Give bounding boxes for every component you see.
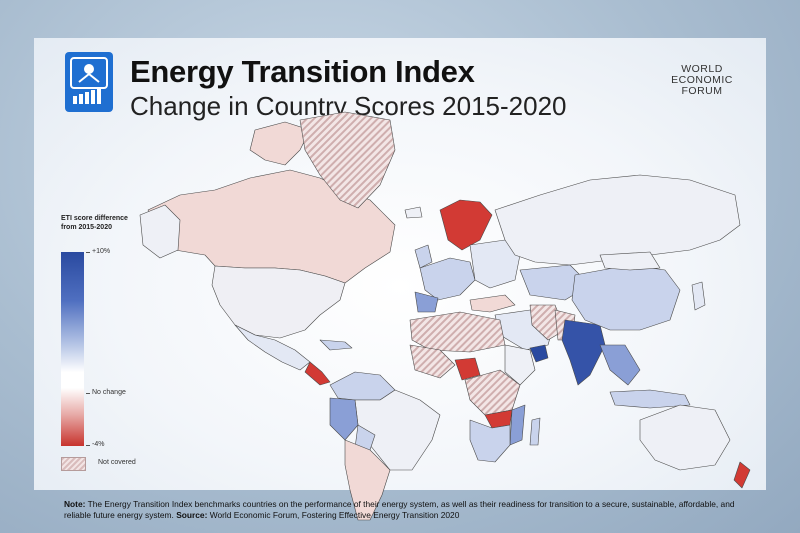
australia-region [639,404,731,471]
wef-logo: WORLD ECONOMIC FORUM [662,64,742,97]
scandinavia-region [439,199,493,251]
north-africa-region [409,311,506,353]
canada-region [147,169,396,284]
uk-region [414,244,433,269]
arctic-islands-region [249,121,311,166]
mongolia-region [599,251,661,271]
usa-region [211,265,346,339]
note-label: Note: [64,499,86,509]
wef-logo-line: ECONOMIC [671,74,733,86]
not-covered-swatch [61,457,86,471]
west-africa-region [409,344,456,379]
legend-tick [86,445,90,446]
legend-mid-label: No change [92,389,126,396]
energy-index-icon [65,52,113,112]
source-text: World Economic Forum, Fostering Effectiv… [209,510,460,520]
turkey-region [469,294,516,313]
legend-min-label: -4% [92,441,105,448]
iceland-region [404,206,423,219]
central-america-region [304,361,331,386]
venezuela-colombia-region [329,371,396,401]
not-covered-label: Not covered [98,459,136,466]
peru-region [329,397,359,441]
southeast-asia-region [599,344,641,386]
caribbean-region [319,339,353,351]
greenland-region [299,111,396,209]
indonesia-region [609,389,691,409]
japan-region [691,281,706,311]
wef-logo-line: FORUM [681,85,723,97]
madagascar-region [529,417,541,446]
russia-region [494,174,741,266]
east-africa-region [504,344,536,386]
mozambique-region [509,404,526,446]
nigeria-region [454,357,481,381]
iberia-region [414,291,439,313]
legend-color-scale [61,252,84,446]
legend-max-label: +10% [92,248,111,255]
legend-tick [86,393,90,394]
china-region [571,264,681,331]
footnote: Note: The Energy Transition Index benchm… [64,499,754,521]
western-europe-region [419,257,476,301]
note-text: The Energy Transition Index benchmarks c… [64,499,735,520]
new-zealand-region [733,461,751,489]
argentina-chile-region [344,439,391,521]
oman-region [529,344,549,363]
alaska-region [139,204,181,259]
wef-logo-line: WORLD [681,63,723,75]
source-label: Source: [176,510,208,520]
india-region [561,319,606,386]
legend-tick [86,252,90,253]
legend-title: ETI score difference from 2015-2020 [61,215,128,231]
page-title: Energy Transition Index [130,54,475,89]
southern-africa-region [469,419,511,463]
mexico-region [234,324,311,371]
